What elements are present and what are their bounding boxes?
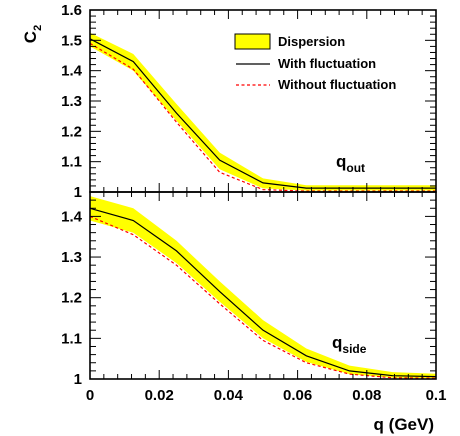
top-panel-label-main: q [336, 152, 346, 171]
top-ticks-group [89, 9, 437, 193]
top-panel-label: qout [336, 152, 365, 175]
x-tick-label: 0.1 [426, 387, 447, 404]
x-tick-label: 0.02 [145, 387, 174, 404]
x-tick-label: 0.08 [352, 387, 381, 404]
top-y-tick-label: 1.3 [61, 93, 82, 110]
top-panel: 1.1 1.2 1.3 1.4 1.5 1.6 1 qout Dispersion With… [61, 2, 437, 201]
bottom-y-tick-label: 1.2 [61, 290, 82, 307]
bottom-panel-label-main: q [332, 333, 342, 352]
bottom-dispersion-band [90, 196, 436, 379]
bottom-lines-group [89, 207, 437, 379]
top-tick-labels-group: 1.1 1.2 1.3 1.4 1.5 1.6 1 [61, 2, 83, 201]
bottom-panel: 1 1.1 1.2 1.3 1.4 qside [61, 191, 437, 388]
top-lines-group [89, 38, 436, 192]
top-y-tick-label: 1.2 [61, 123, 82, 140]
bottom-without-fluctuation-line [89, 215, 437, 379]
y-axis-title-main: C [21, 31, 40, 43]
top-dispersion-band [90, 32, 436, 191]
bottom-panel-label: qside [332, 333, 367, 356]
top-y-tick-label: 1.6 [61, 2, 82, 19]
top-with-fluctuation-line [89, 38, 436, 189]
top-y-tick-label: 1.5 [61, 32, 82, 49]
y-axis-title-sub: 2 [32, 25, 44, 31]
bottom-dispersion-band-group [90, 196, 436, 379]
top-y-tick-label-baseline: 1 [74, 184, 82, 201]
top-without-fluctuation-line [89, 42, 436, 192]
bottom-plot-frame [89, 191, 437, 380]
top-y-tick-label: 1.4 [61, 63, 83, 80]
bottom-y-tick-label: 1.1 [61, 330, 82, 347]
x-tick-label: 0.04 [214, 387, 244, 404]
top-y-tick-label: 1.1 [61, 154, 82, 171]
legend-dispersion-label: Dispersion [278, 34, 345, 49]
bottom-with-fluctuation-line [89, 207, 437, 378]
legend-without-label: Without fluctuation [278, 77, 396, 92]
top-dispersion-band-group [90, 32, 436, 191]
legend: Dispersion With fluctuation Without fluc… [234, 33, 396, 92]
x-axis-tick-labels: 0 0.02 0.04 0.06 0.08 0.1 [86, 387, 447, 404]
bottom-tick-labels-group: 1 1.1 1.2 1.3 1.4 [61, 208, 83, 388]
x-axis-title: q (GeV) [374, 415, 434, 434]
bottom-y-tick-label: 1 [74, 371, 82, 388]
top-panel-label-sub: out [346, 161, 365, 175]
y-axis-title: C2 [21, 25, 44, 43]
bottom-y-tick-label: 1.4 [61, 208, 83, 225]
bottom-ticks-group [89, 191, 437, 380]
x-tick-label: 0.06 [283, 387, 312, 404]
bottom-panel-label-sub: side [342, 342, 366, 356]
bottom-y-tick-label: 1.3 [61, 249, 82, 266]
legend-with-label: With fluctuation [278, 56, 376, 71]
x-tick-label: 0 [86, 387, 94, 404]
legend-dispersion-swatch [234, 33, 271, 50]
